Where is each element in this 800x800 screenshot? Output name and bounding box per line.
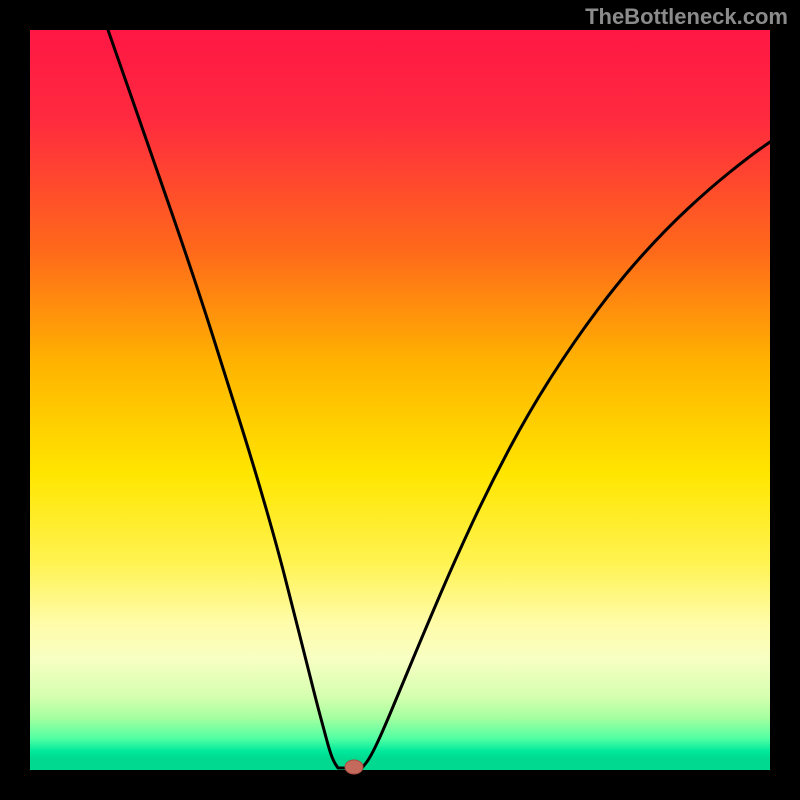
optimal-point-marker — [345, 760, 363, 774]
watermark-text: TheBottleneck.com — [585, 4, 788, 30]
plot-gradient — [30, 30, 770, 770]
bottleneck-chart — [0, 0, 800, 800]
chart-container: TheBottleneck.com — [0, 0, 800, 800]
